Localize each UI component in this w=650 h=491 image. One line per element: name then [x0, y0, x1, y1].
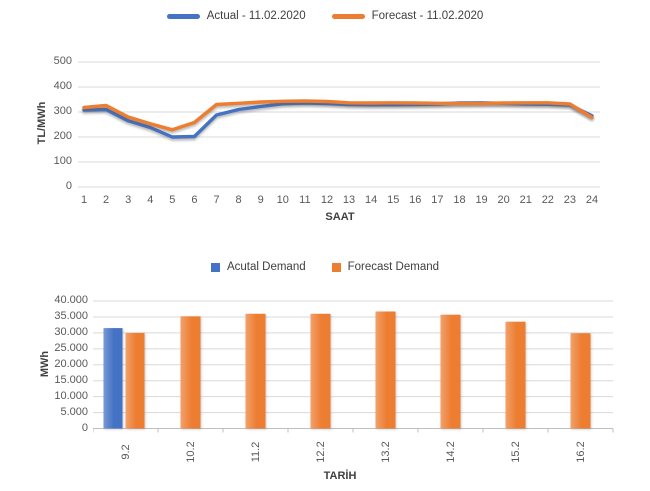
- bar-y-tick-label: 0: [81, 421, 88, 434]
- bar-group-10.2: [180, 316, 201, 429]
- bar-x-tick-label: 12.2: [314, 441, 327, 463]
- line-chart-legend: Actual - 11.02.2020 Forecast - 11.02.202…: [0, 10, 650, 22]
- line-y-tick-label: 500: [53, 55, 72, 67]
- bar-x-tick-label: 11.2: [249, 441, 262, 463]
- bar-y-tick-label: 35.000: [54, 309, 88, 322]
- bar-group-15.2: [505, 321, 526, 429]
- bar-x-tick-label: 13.2: [379, 441, 392, 463]
- bar-group-14.2: [440, 314, 461, 429]
- forecast-demand-bar: [180, 316, 201, 429]
- bar-chart-axis-ticks: [93, 428, 614, 433]
- legend-label-actual-demand: Acutal Demand: [226, 261, 306, 273]
- bar-x-tick-label: 15.2: [509, 441, 522, 463]
- bar-group-9.2: [103, 328, 145, 429]
- actual-series-line: [82, 101, 594, 139]
- forecast-series-line: [82, 99, 594, 132]
- line-chart-gridlines: [78, 61, 600, 188]
- bar-x-tick-label: 10.2: [184, 441, 197, 463]
- line-y-tick-label: 400: [53, 80, 72, 92]
- actual-demand-swatch: [210, 262, 220, 272]
- forecast-demand-bar: [310, 313, 331, 429]
- forecast-demand-bar: [570, 333, 591, 429]
- bar-chart-gridlines: [93, 300, 613, 429]
- bar-chart-legend: Acutal Demand Forecast Demand: [0, 261, 650, 273]
- bar-group-11.2: [245, 313, 266, 429]
- line-chart-x-axis-title: SAAT: [325, 211, 355, 223]
- legend-label-actual: Actual - 11.02.2020: [206, 10, 306, 22]
- line-chart-y-axis-title: TL/MWh: [36, 101, 48, 145]
- forecast-demand-bar: [245, 313, 266, 429]
- bar-chart-plot[interactable]: [93, 295, 617, 440]
- forecast-line-swatch: [331, 13, 365, 19]
- forecast-demand-swatch: [331, 262, 341, 272]
- legend-item-forecast[interactable]: Forecast - 11.02.2020: [331, 10, 484, 22]
- bar-group-16.2: [570, 333, 591, 429]
- bar-x-tick-label: 9.2: [119, 444, 132, 460]
- forecast-demand-bar: [505, 321, 526, 429]
- bar-y-tick-label: 30.000: [54, 325, 88, 338]
- line-y-tick-label: 0: [65, 180, 72, 192]
- line-chart-plot[interactable]: [78, 56, 602, 197]
- bar-group-12.2: [310, 313, 331, 429]
- bar-y-tick-label: 5.000: [60, 405, 88, 418]
- bar-x-tick-label: 16.2: [574, 441, 587, 463]
- bar-x-tick-label: 14.2: [444, 441, 457, 463]
- legend-item-actual-demand[interactable]: Acutal Demand: [210, 261, 306, 273]
- forecast-demand-bar: [375, 311, 396, 429]
- bar-y-tick-label: 10.000: [54, 389, 88, 402]
- bar-chart-x-axis-title: TARİH: [323, 470, 357, 482]
- forecast-demand-bar: [125, 332, 145, 429]
- bar-chart-y-axis-title: MWh: [39, 350, 51, 378]
- legend-label-forecast-demand: Forecast Demand: [347, 261, 440, 273]
- actual-demand-bar: [103, 328, 123, 429]
- bar-y-tick-label: 40.000: [54, 294, 88, 306]
- legend-label-forecast: Forecast - 11.02.2020: [371, 10, 484, 22]
- legend-item-forecast-demand[interactable]: Forecast Demand: [331, 261, 440, 273]
- bar-group-13.2: [375, 311, 396, 429]
- forecast-demand-bar: [440, 314, 461, 429]
- legend-item-actual[interactable]: Actual - 11.02.2020: [166, 10, 306, 22]
- actual-line-swatch: [166, 13, 200, 19]
- line-y-tick-label: 100: [53, 155, 72, 167]
